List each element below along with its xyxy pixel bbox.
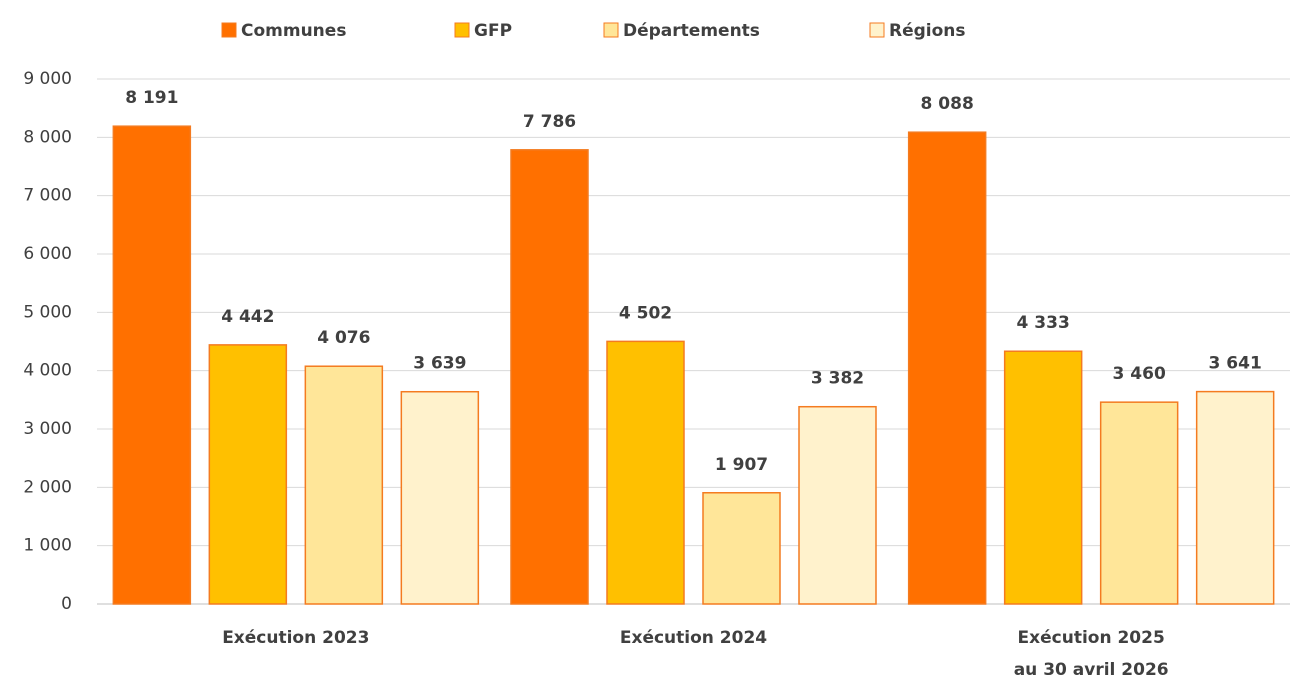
data-label: 4 442: [221, 307, 274, 327]
y-tick-label: 6 000: [23, 244, 72, 264]
bar: [304, 365, 384, 605]
data-label: 3 382: [811, 369, 864, 389]
y-tick-label: 4 000: [23, 361, 72, 381]
data-label: 3 639: [413, 354, 466, 374]
legend-label: Régions: [889, 21, 966, 41]
y-tick-label: 7 000: [23, 186, 72, 206]
data-label: 3 641: [1209, 354, 1262, 374]
bar: [1003, 350, 1083, 605]
legend-label: Départements: [623, 21, 760, 41]
data-label: 4 076: [317, 328, 370, 348]
legend-swatch: [603, 22, 619, 38]
data-label: 8 191: [125, 88, 178, 108]
legend-label: Communes: [241, 21, 346, 41]
bar: [606, 340, 685, 605]
x-tick-label: Exécution 2023: [222, 628, 369, 648]
y-tick-label: 2 000: [23, 477, 72, 497]
y-tick-label: 5 000: [23, 302, 72, 322]
y-tick-label: 1 000: [23, 536, 72, 556]
bar: [1099, 401, 1179, 605]
data-label: 3 460: [1113, 364, 1166, 384]
data-label: 1 907: [715, 455, 768, 475]
data-label: 4 502: [619, 303, 672, 323]
bar: [208, 344, 288, 605]
data-label: 8 088: [921, 94, 974, 114]
data-label: 7 786: [523, 112, 576, 132]
legend-swatch: [869, 22, 885, 38]
legend-swatch: [454, 22, 470, 38]
y-tick-label: 0: [61, 594, 72, 614]
bar: [1195, 390, 1275, 605]
y-tick-label: 8 000: [23, 127, 72, 147]
bar: [112, 125, 192, 605]
y-tick-label: 9 000: [23, 69, 72, 89]
bar: [400, 390, 480, 605]
x-tick-label: Exécution 2025 au 30 avril 2026: [1014, 628, 1169, 680]
bar: [907, 131, 987, 605]
x-tick-label: Exécution 2024: [620, 628, 767, 648]
legend-label: GFP: [474, 21, 512, 41]
bar: [510, 149, 589, 605]
bar: [702, 492, 781, 605]
legend-swatch: [221, 22, 237, 38]
data-label: 4 333: [1017, 313, 1070, 333]
bar: [798, 405, 877, 605]
y-tick-label: 3 000: [23, 419, 72, 439]
